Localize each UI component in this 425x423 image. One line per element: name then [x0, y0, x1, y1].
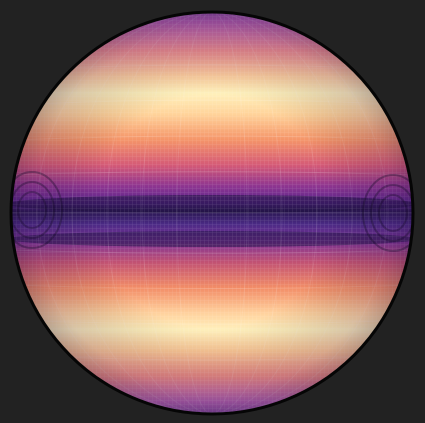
sphere-outline: [9, 10, 415, 416]
